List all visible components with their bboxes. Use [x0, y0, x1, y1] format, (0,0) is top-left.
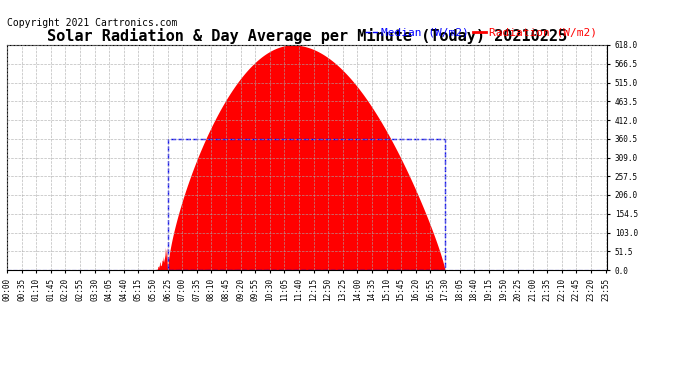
Legend: Median (W/m2), Radiation (W/m2): Median (W/m2), Radiation (W/m2) [360, 24, 602, 42]
Title: Solar Radiation & Day Average per Minute (Today) 20210225: Solar Radiation & Day Average per Minute… [47, 28, 567, 44]
Bar [168, 139, 445, 270]
Text: Copyright 2021 Cartronics.com: Copyright 2021 Cartronics.com [7, 18, 177, 28]
